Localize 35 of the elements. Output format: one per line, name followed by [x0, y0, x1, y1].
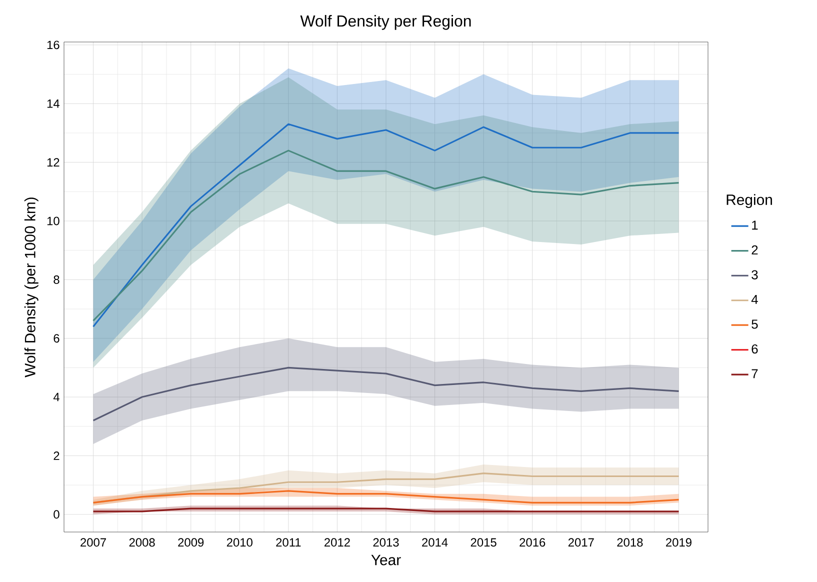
x-tick-label: 2011	[276, 538, 301, 547]
legend-label: 2	[752, 245, 758, 254]
x-tick-label: 2014	[422, 538, 448, 547]
line-series	[92, 150, 680, 322]
y-tick-label: 16	[47, 40, 60, 50]
x-tick-label: 2013	[373, 538, 399, 547]
y-tick-label: 12	[47, 158, 60, 166]
x-tick-label: 2016	[520, 538, 546, 547]
x-tick-label: 2012	[324, 538, 350, 547]
y-tick-label: 4	[53, 392, 60, 402]
legend-title: Region	[726, 194, 772, 208]
x-tick-label: 2017	[568, 538, 594, 547]
x-tick-label: 2008	[129, 538, 155, 547]
x-tick-label: 2015	[470, 538, 496, 547]
x-tick-label: 2019	[666, 538, 692, 547]
x-tick-label: 2009	[178, 538, 204, 547]
legend-label: 1	[752, 220, 758, 230]
legend-label: 6	[752, 344, 758, 354]
y-tick-label: 0	[54, 510, 60, 519]
x-tick-label: 2010	[226, 538, 252, 547]
line-series	[92, 123, 680, 328]
x-axis-title: Year	[371, 554, 401, 566]
legend-label: 5	[752, 320, 758, 329]
x-tick-label: 2007	[80, 538, 106, 547]
legend-label: 4	[751, 295, 758, 304]
y-tick-label: 8	[54, 275, 60, 284]
y-axis-title: Wolf Density (per 1000 km)	[24, 198, 38, 378]
legend-label: 3	[752, 270, 758, 280]
y-tick-label: 2	[54, 452, 60, 460]
legend-label: 7	[752, 369, 758, 378]
y-tick-label: 6	[54, 334, 60, 343]
x-tick-label: 2018	[617, 538, 643, 547]
chart-title: Wolf Density per Region	[300, 14, 471, 30]
y-tick-label: 10	[47, 216, 60, 226]
y-tick-label: 14	[47, 100, 60, 108]
